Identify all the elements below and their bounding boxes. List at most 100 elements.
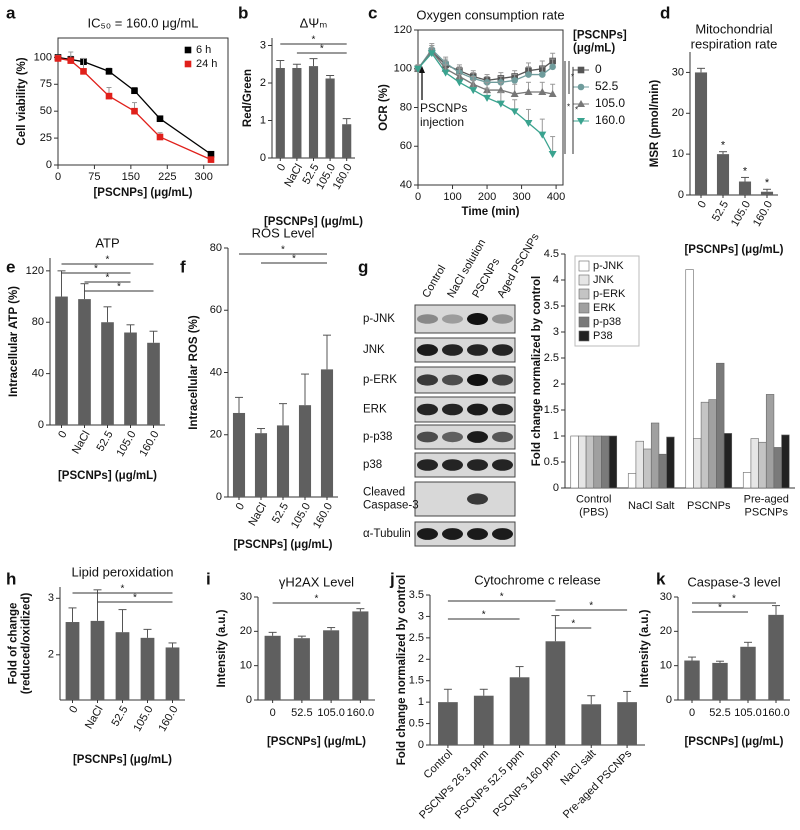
y-tick-label: 0 [553, 482, 559, 494]
x-tick-label: PSCNPs [687, 500, 731, 512]
significance-label: * [567, 103, 570, 112]
significance-label: * [743, 165, 748, 177]
x-tick-label-line: Pre-aged [744, 494, 789, 506]
y-axis-title-line: Fold of change [7, 603, 19, 685]
legend-marker [184, 60, 192, 68]
y-tick-label: 40 [210, 366, 222, 378]
arrow-head [419, 66, 425, 73]
bar [750, 438, 759, 489]
y-tick-label: 30 [672, 66, 684, 78]
bar [342, 124, 352, 158]
row-label: ERK [363, 404, 387, 416]
significance-label: * [765, 177, 770, 189]
bar [650, 422, 660, 489]
row-label: p38 [363, 459, 382, 471]
significance-label: * [482, 610, 486, 621]
bar [65, 622, 80, 700]
legend-swatch [578, 288, 590, 300]
x-tick-label: Pre-aged PSCNPs [744, 494, 789, 519]
blot-band [492, 314, 513, 324]
point [538, 71, 546, 78]
point [483, 94, 492, 102]
x-tick-label: 52.5 [710, 199, 731, 224]
blot-band [442, 403, 463, 416]
bar [708, 399, 717, 489]
bar [578, 435, 587, 489]
blot-band [442, 431, 463, 443]
row-label: JNK [363, 344, 385, 356]
y-tick-label: 30 [660, 591, 672, 603]
point [131, 107, 138, 115]
point [496, 100, 505, 108]
bar [601, 435, 610, 489]
y-axis-title: OCR (%) [378, 84, 390, 131]
row-label-line: Caspase-3 [363, 500, 419, 512]
x-tick-label: 0 [415, 191, 421, 203]
plot-frame [57, 37, 229, 166]
bar [254, 433, 268, 497]
row-label: p-ERK [363, 374, 397, 386]
bar [473, 695, 494, 745]
legend-label: 52.5 [595, 79, 619, 93]
x-tick-label: 52.5 [95, 429, 116, 454]
bar [325, 78, 335, 158]
point [105, 68, 113, 75]
y-tick-label: 4 [553, 274, 559, 286]
x-tick-label: Control (PBS) [576, 494, 611, 519]
significance-label: * [721, 140, 726, 152]
bar [723, 433, 733, 489]
significance-label: * [312, 35, 316, 46]
y-axis-title: Fold change normalized by control [531, 276, 543, 466]
point [577, 118, 585, 125]
y-tick-label: 80 [32, 316, 44, 328]
panel-letter: k [656, 569, 666, 588]
y-tick-label: 3 [260, 39, 266, 51]
x-axis-title: [PSCNPs] (μg/mL) [264, 216, 363, 228]
y-tick-label: 20 [210, 429, 222, 441]
panel-letter: i [206, 569, 211, 588]
panel-letter: c [368, 3, 377, 22]
y-tick-label: 60 [210, 304, 222, 316]
y-tick-label: 30 [240, 591, 252, 603]
x-axis-title: [PSCNPs] (μg/mL) [73, 754, 172, 766]
x-tick-label: 52.5 [110, 704, 131, 729]
significance-label: * [320, 44, 324, 55]
y-tick-label: 20 [672, 107, 684, 119]
x-tick-label: NaCl Salt [628, 500, 674, 512]
blot-band [492, 374, 513, 386]
bar [298, 405, 312, 497]
y-tick-label: 80 [210, 242, 222, 254]
legend-label: ERK [593, 302, 616, 314]
blot-band [417, 374, 438, 386]
bar [147, 342, 160, 425]
x-tick-label: Control [422, 748, 456, 782]
bar [768, 614, 784, 700]
y-tick-label: 0 [418, 739, 424, 751]
point [105, 92, 113, 100]
bar [716, 362, 725, 489]
row-label-line: Cleaved [363, 486, 405, 498]
bar [684, 660, 700, 700]
bar [115, 632, 130, 700]
x-tick-label: 52.5 [270, 501, 291, 526]
blot-strip [414, 304, 516, 334]
bar [124, 332, 137, 425]
y-tick-label: 2 [553, 378, 559, 390]
y-tick-label: 25 [40, 132, 52, 144]
bar [292, 68, 302, 158]
x-axis-title: [PSCNPs] (μg/mL) [684, 736, 783, 748]
bar [438, 702, 458, 745]
bar [232, 412, 246, 497]
x-tick-label: 75 [88, 171, 100, 183]
blot-band [417, 528, 438, 540]
annotation-line: PSCNPs [420, 101, 467, 115]
bar [758, 441, 767, 489]
x-tick-label: 160.0 [751, 199, 775, 229]
x-tick-label: 0 [67, 704, 80, 715]
bar [716, 154, 730, 195]
x-tick-label: NaCl [246, 501, 269, 528]
panel-title: γH2AX Level [279, 574, 354, 589]
y-tick-label: 0 [216, 491, 222, 503]
blot-band [442, 374, 463, 386]
y-tick-label: 75 [40, 78, 52, 90]
